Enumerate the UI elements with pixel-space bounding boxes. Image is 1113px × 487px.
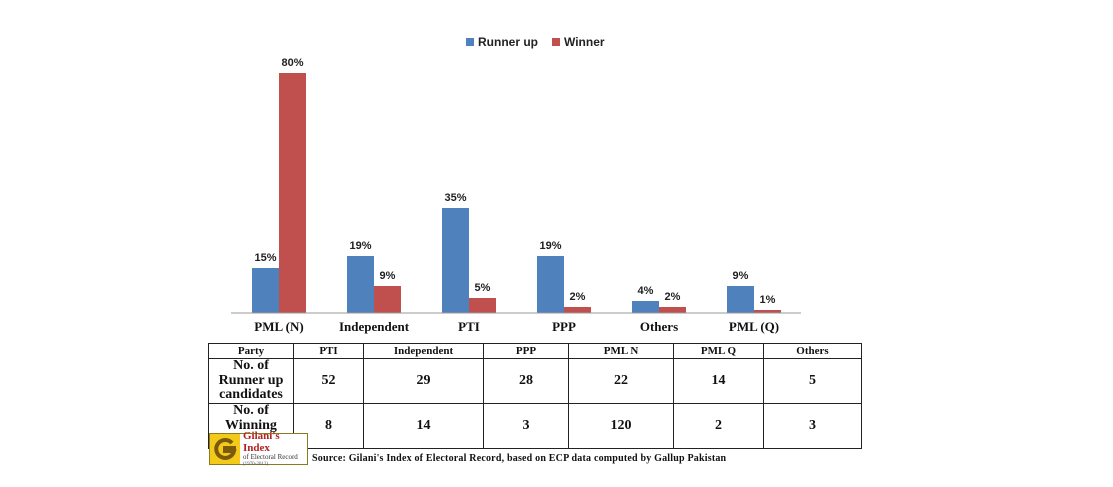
bar-winner: [279, 73, 306, 313]
legend-label-winner: Winner: [564, 35, 605, 49]
bar-runner-up: [727, 286, 754, 313]
chart-legend: Runner up Winner: [466, 35, 605, 49]
table-row-label: No. of Runner up candidates: [208, 357, 294, 405]
bar-runner-up: [252, 268, 279, 313]
table-cell: 14: [363, 403, 484, 450]
table-row: No. of Runner up candidates 52 29 28 22 …: [208, 357, 862, 405]
table-cell: 5: [763, 357, 862, 405]
bar-chart: 15% 80% PML (N) 19% 9% Independent 35% 5% PTI 19%…: [231, 57, 801, 334]
bar-winner: [659, 307, 686, 313]
bar-winner: [564, 307, 591, 313]
data-label: 15%: [254, 252, 276, 264]
category-label: Others: [640, 319, 678, 334]
source-note: Source: Gilani's Index of Electoral Reco…: [312, 453, 727, 464]
table-header-cell: PTI: [293, 343, 364, 359]
table-header-cell: PPP: [483, 343, 569, 359]
data-label: 35%: [444, 192, 466, 204]
table-row: No. of Winning candidates 8 14 3 120 2 3: [208, 403, 862, 450]
logo-title: Gilani's Index: [243, 430, 280, 454]
legend-label-runner-up: Runner up: [478, 35, 538, 49]
table-cell: 3: [763, 403, 862, 450]
table-header-cell: PML Q: [673, 343, 764, 359]
table-cell: 14: [673, 357, 764, 405]
table-cell: 2: [673, 403, 764, 450]
bar-runner-up: [537, 256, 564, 313]
data-label: 4%: [638, 285, 654, 297]
category-label: PML (N): [254, 319, 303, 334]
table-cell: 22: [568, 357, 674, 405]
data-label: 19%: [349, 240, 371, 252]
bar-runner-up: [347, 256, 374, 313]
data-label: 80%: [281, 57, 303, 69]
data-label: 2%: [665, 291, 681, 303]
table-header-cell: PML N: [568, 343, 674, 359]
category-label: PTI: [458, 319, 480, 334]
data-label: 2%: [570, 291, 586, 303]
bar-winner: [754, 310, 781, 313]
legend-swatch-winner: [552, 38, 560, 46]
bar-winner: [374, 286, 401, 313]
table-header-row: Party PTI Independent PPP PML N PML Q Ot…: [208, 343, 862, 359]
legend-item-runner-up: Runner up: [466, 35, 538, 49]
data-label: 19%: [539, 240, 561, 252]
table-cell: 52: [293, 357, 364, 405]
table-cell: 28: [483, 357, 569, 405]
candidates-table: Party PTI Independent PPP PML N PML Q Ot…: [208, 343, 862, 450]
logo-years: (1970-2013): [243, 461, 268, 467]
table-cell: 3: [483, 403, 569, 450]
category-label: PML (Q): [729, 319, 779, 334]
table-header-cell: Independent: [363, 343, 484, 359]
gilani-logo: Gilani's Index of Electoral Record (1970…: [209, 430, 308, 467]
category-label: Independent: [339, 319, 410, 334]
table-header-cell: Others: [763, 343, 862, 359]
bar-runner-up: [632, 301, 659, 313]
g-logo-icon: [210, 434, 240, 464]
data-label: 9%: [380, 270, 396, 282]
table-header-cell: Party: [208, 343, 294, 359]
logo-subtitle: of Electoral Record: [243, 453, 298, 462]
legend-swatch-runner-up: [466, 38, 474, 46]
table-cell: 29: [363, 357, 484, 405]
category-label: PPP: [552, 319, 576, 334]
legend-item-winner: Winner: [552, 35, 605, 49]
bar-winner: [469, 298, 496, 313]
data-label: 1%: [760, 294, 776, 306]
data-label: 5%: [475, 282, 491, 294]
table-cell: 120: [568, 403, 674, 450]
bar-runner-up: [442, 208, 469, 313]
data-label: 9%: [733, 270, 749, 282]
